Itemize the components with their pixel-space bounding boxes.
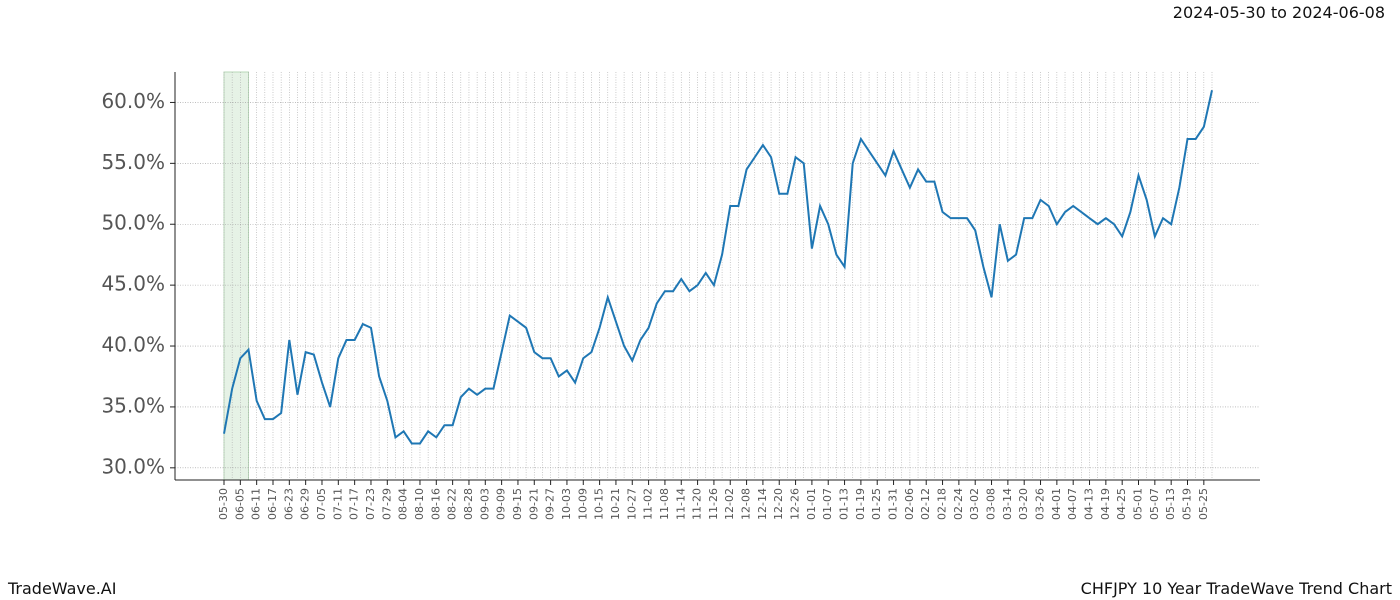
y-tick-label: 55.0% [101,150,165,174]
x-tick-label: 09-21 [527,488,540,520]
x-tick-label: 03-20 [1017,488,1030,520]
x-tick-label: 07-23 [364,488,377,520]
x-tick-label: 01-01 [805,488,818,520]
x-tick-label: 02-12 [919,488,932,520]
chart-subtitle: 2024-05-30 to 2024-06-08 [1173,3,1385,22]
x-tick-label: 08-10 [413,488,426,520]
x-tick-label: 06-11 [250,488,263,520]
x-tick-label: 10-21 [609,488,622,520]
x-tick-label: 07-17 [348,488,361,520]
x-tick-label: 03-14 [1001,488,1014,520]
x-tick-label: 10-03 [560,488,573,520]
x-tick-label: 11-20 [691,488,704,520]
x-tick-label: 07-29 [380,488,393,520]
x-tick-label: 12-26 [789,488,802,520]
x-tick-label: 05-13 [1164,488,1177,520]
x-tick-label: 01-13 [838,488,851,520]
y-tick-label: 45.0% [101,272,165,296]
x-tick-label: 08-22 [446,488,459,520]
x-tick-label: 09-15 [511,488,524,520]
x-tick-label: 09-03 [478,488,491,520]
x-tick-label: 06-29 [299,488,312,520]
x-tick-label: 01-07 [821,488,834,520]
x-tick-label: 10-27 [625,488,638,520]
x-tick-label: 11-14 [674,488,687,520]
x-tick-label: 06-23 [282,488,295,520]
x-tick-label: 11-02 [642,488,655,520]
x-tick-label: 05-07 [1148,488,1161,520]
brand: TradeWave.AI [7,579,116,598]
x-tick-label: 06-17 [266,488,279,520]
x-tick-label: 03-08 [985,488,998,520]
x-tick-label: 02-24 [952,488,965,520]
y-tick-label: 60.0% [101,89,165,113]
x-tick-label: 04-19 [1099,488,1112,520]
x-tick-label: 08-04 [397,488,410,520]
x-tick-label: 08-28 [462,488,475,520]
x-tick-label: 11-08 [658,488,671,520]
x-tick-label: 05-25 [1197,488,1210,520]
y-tick-label: 40.0% [101,333,165,357]
x-tick-label: 08-16 [429,488,442,520]
x-tick-label: 03-02 [968,488,981,520]
x-tick-label: 10-09 [576,488,589,520]
x-tick-label: 09-27 [544,488,557,520]
x-tick-label: 05-01 [1132,488,1145,520]
x-tick-label: 10-15 [593,488,606,520]
x-tick-label: 05-30 [217,488,230,520]
x-tick-label: 11-26 [707,488,720,520]
x-tick-label: 12-08 [740,488,753,520]
x-tick-label: 02-18 [936,488,949,520]
chart-title: CHFJPY 10 Year TradeWave Trend Chart [1081,579,1392,598]
series-line [223,90,1213,445]
x-tick-label: 01-25 [870,488,883,520]
x-tick-label: 05-19 [1181,488,1194,520]
x-tick-label: 04-01 [1050,488,1063,520]
x-tick-label: 04-13 [1083,488,1096,520]
x-tick-label: 07-11 [331,488,344,520]
x-tick-label: 04-25 [1115,488,1128,520]
x-tick-label: 12-20 [772,488,785,520]
x-tick-label: 02-06 [903,488,916,520]
x-tick-label: 12-02 [723,488,736,520]
y-tick-label: 35.0% [101,393,165,417]
x-tick-label: 01-31 [887,488,900,520]
x-tick-label: 01-19 [854,488,867,520]
x-tick-label: 04-07 [1066,488,1079,520]
y-tick-label: 30.0% [101,454,165,478]
x-tick-label: 12-14 [756,488,769,520]
x-tick-label: 09-09 [495,488,508,520]
x-tick-label: 06-05 [233,488,246,520]
x-tick-label: 07-05 [315,488,328,520]
x-tick-label: 03-26 [1034,488,1047,520]
y-tick-label: 50.0% [101,211,165,235]
